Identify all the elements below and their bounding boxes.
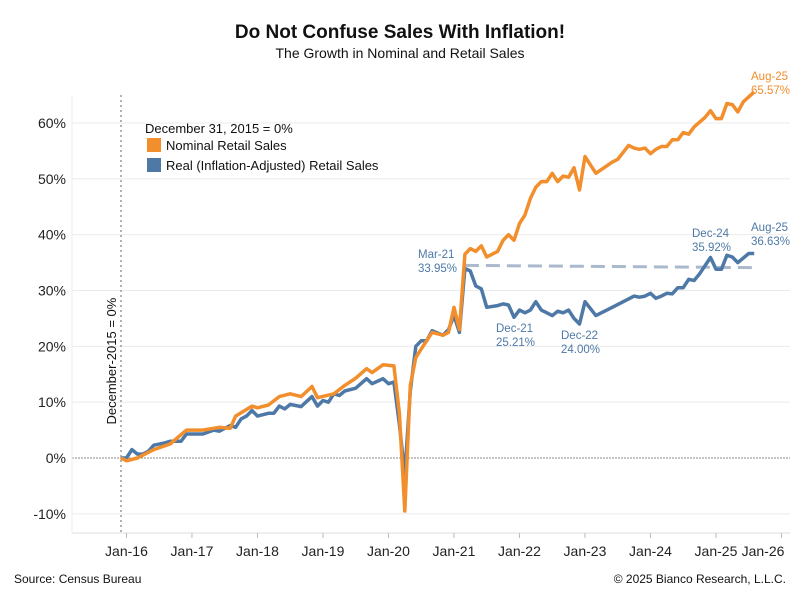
- annotation-label: Dec-22: [561, 330, 598, 342]
- reference-line-label: December-2015 = 0%: [104, 297, 119, 424]
- annotation-value: 25.21%: [496, 337, 535, 349]
- chart-subtitle: The Growth in Nominal and Retail Sales: [275, 45, 524, 61]
- series-line-real: [121, 251, 755, 477]
- annotation-label: Mar-21: [418, 249, 454, 261]
- legend: December 31, 2015 = 0% Nominal Retail Sa…: [145, 121, 379, 173]
- x-tick-label: Jan-16: [105, 543, 148, 559]
- y-tick-label: 50%: [38, 171, 66, 187]
- annotation-label: Dec-24: [692, 228, 730, 240]
- copyright-note: © 2025 Bianco Research, L.L.C.: [614, 572, 786, 586]
- annotation-value: 36.63%: [751, 236, 790, 248]
- source-note: Source: Census Bureau: [14, 572, 141, 586]
- series-line-nominal: [120, 90, 756, 513]
- legend-label-real: Real (Inflation-Adjusted) Retail Sales: [166, 158, 379, 173]
- x-tick-label: Jan-18: [236, 543, 279, 559]
- legend-header: December 31, 2015 = 0%: [145, 121, 293, 136]
- x-tick-label: Jan-26: [742, 543, 785, 559]
- annotation-value: 24.00%: [561, 344, 600, 356]
- y-tick-label: 20%: [38, 338, 66, 354]
- y-tick-label: 30%: [38, 283, 66, 299]
- annotation-value: 35.92%: [692, 242, 731, 254]
- annotation-value: 65.57%: [751, 85, 790, 97]
- legend-label-nominal: Nominal Retail Sales: [166, 138, 287, 153]
- y-tick-label: 0%: [46, 450, 66, 466]
- x-tick-label: Jan-20: [367, 543, 410, 559]
- legend-swatch-nominal: [147, 138, 161, 152]
- annotation-value: 33.95%: [418, 263, 457, 275]
- y-tick-label: 40%: [38, 227, 66, 243]
- x-tick-label: Jan-24: [629, 543, 672, 559]
- annotation-label: Dec-21: [496, 323, 533, 335]
- annotation-label: Aug-25: [751, 71, 788, 83]
- x-tick-label: Jan-22: [498, 543, 541, 559]
- x-tick-label: Jan-23: [564, 543, 607, 559]
- annotation-label: Aug-25: [751, 222, 788, 234]
- x-tick-label: Jan-17: [171, 543, 214, 559]
- x-tick-label: Jan-21: [433, 543, 476, 559]
- y-tick-label: 10%: [38, 394, 66, 410]
- y-tick-label: 60%: [38, 115, 66, 131]
- trend-line: [464, 263, 755, 270]
- chart-title: Do Not Confuse Sales With Inflation!: [235, 22, 565, 43]
- x-tick-label: Jan-25: [695, 543, 738, 559]
- legend-swatch-real: [147, 158, 161, 172]
- x-tick-label: Jan-19: [302, 543, 345, 559]
- y-tick-label: -10%: [33, 506, 66, 522]
